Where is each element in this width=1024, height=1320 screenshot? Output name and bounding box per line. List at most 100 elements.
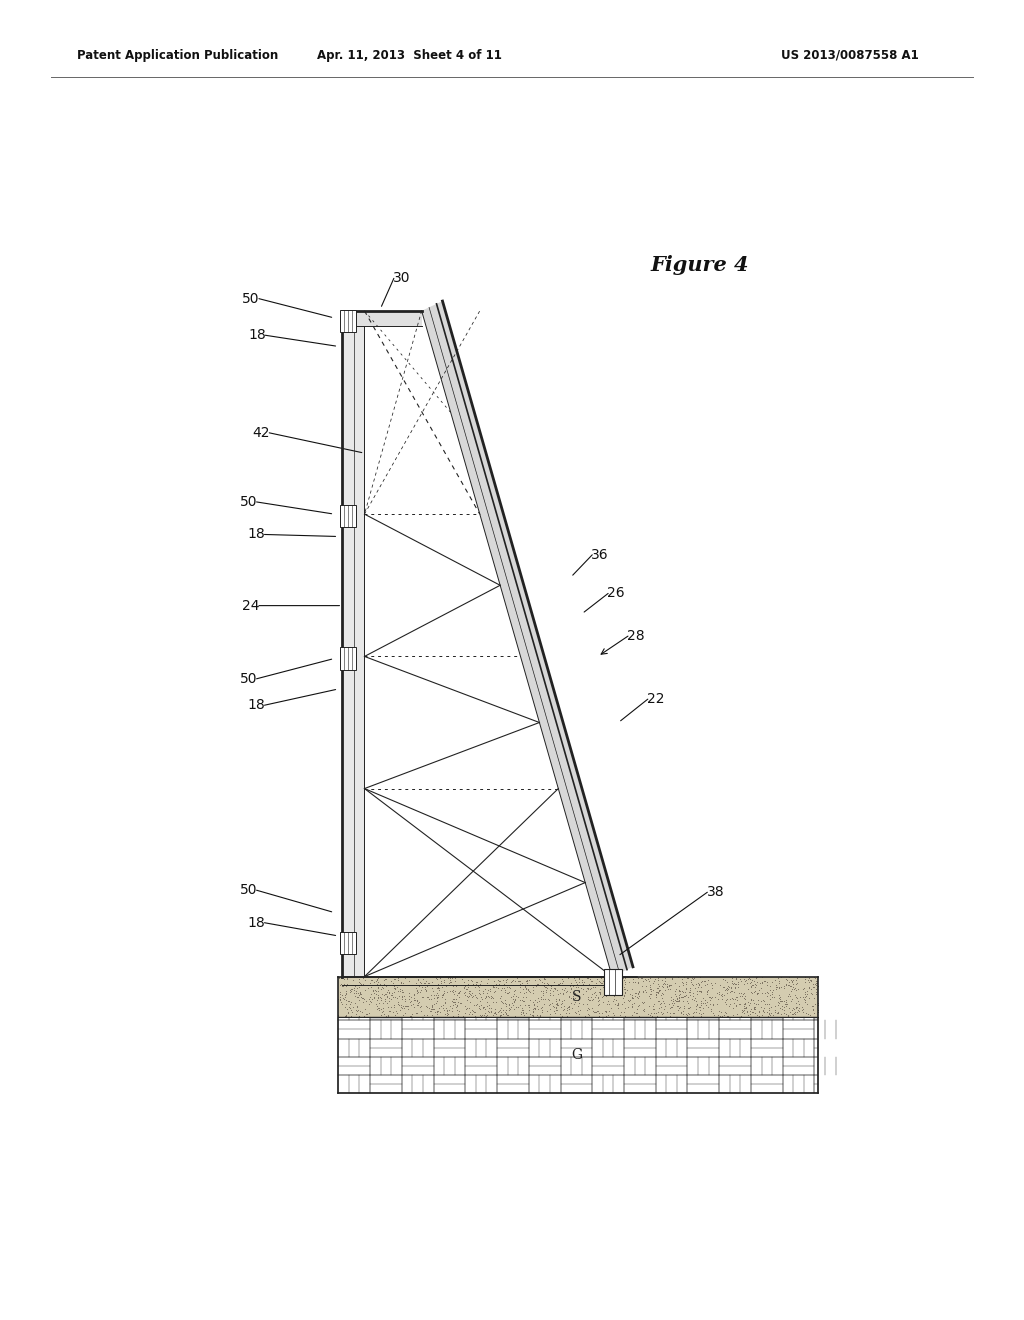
Point [348,1007,365,1028]
Point [424,972,440,993]
Point [489,1007,506,1028]
Point [702,987,719,1008]
Point [566,970,583,991]
Point [449,995,465,1016]
Point [392,981,409,1002]
Point [772,990,788,1011]
Point [359,977,376,998]
Point [725,989,741,1010]
Point [493,979,509,1001]
Point [515,979,531,1001]
Point [411,991,427,1012]
Point [790,991,806,1012]
Point [714,1006,730,1027]
Point [617,997,634,1018]
Point [605,986,622,1007]
Point [791,994,807,1015]
Point [664,993,680,1014]
Point [717,1002,733,1023]
Point [780,986,797,1007]
Point [808,982,824,1003]
Point [343,978,359,999]
Point [338,990,354,1011]
Point [578,981,594,1002]
Point [460,974,476,995]
Point [719,989,735,1010]
Point [508,986,524,1007]
Point [360,1003,377,1024]
Point [532,1005,549,1026]
Point [724,968,740,989]
Point [660,994,677,1015]
Point [794,999,810,1020]
Point [745,998,762,1019]
Point [655,1002,672,1023]
Point [407,985,423,1006]
Point [486,998,503,1019]
Point [788,998,805,1019]
Point [649,978,666,999]
Point [580,994,596,1015]
Point [537,994,553,1015]
Point [480,994,497,1015]
Point [630,983,646,1005]
Point [461,1003,477,1024]
Point [360,989,377,1010]
Point [371,999,387,1020]
Point [447,981,464,1002]
Point [394,986,411,1007]
Point [571,999,588,1020]
Point [545,985,561,1006]
Point [616,973,633,994]
Point [572,977,589,998]
Point [649,1001,666,1022]
Point [699,979,716,1001]
Point [377,983,393,1005]
Point [761,999,777,1020]
Point [379,993,395,1014]
Point [438,982,455,1003]
Point [591,1006,607,1027]
Point [682,978,698,999]
Point [680,1003,696,1024]
Point [754,973,770,994]
Point [344,997,360,1018]
Point [566,983,583,1005]
Point [463,970,479,991]
Point [671,975,687,997]
Point [549,993,565,1014]
Point [360,994,377,1015]
Point [675,974,691,995]
Point [535,972,551,993]
Point [732,970,749,991]
Point [688,998,705,1019]
Point [620,997,636,1018]
Point [512,1005,528,1026]
Point [494,990,510,1011]
Point [780,983,797,1005]
Point [671,987,687,1008]
Point [751,979,767,1001]
Point [699,997,716,1018]
Point [569,977,586,998]
Point [606,972,623,993]
Point [743,983,760,1005]
Point [681,982,697,1003]
Point [374,977,390,998]
Point [601,975,617,997]
Point [783,989,800,1010]
Point [341,991,357,1012]
Point [688,974,705,995]
Point [805,998,821,1019]
Point [625,969,641,990]
Point [746,981,763,1002]
Point [595,970,611,991]
Point [434,985,451,1006]
Point [561,1003,578,1024]
Point [446,983,463,1005]
Point [585,1001,601,1022]
Point [339,968,355,989]
Point [407,997,423,1018]
Point [447,989,464,1010]
Point [771,970,787,991]
